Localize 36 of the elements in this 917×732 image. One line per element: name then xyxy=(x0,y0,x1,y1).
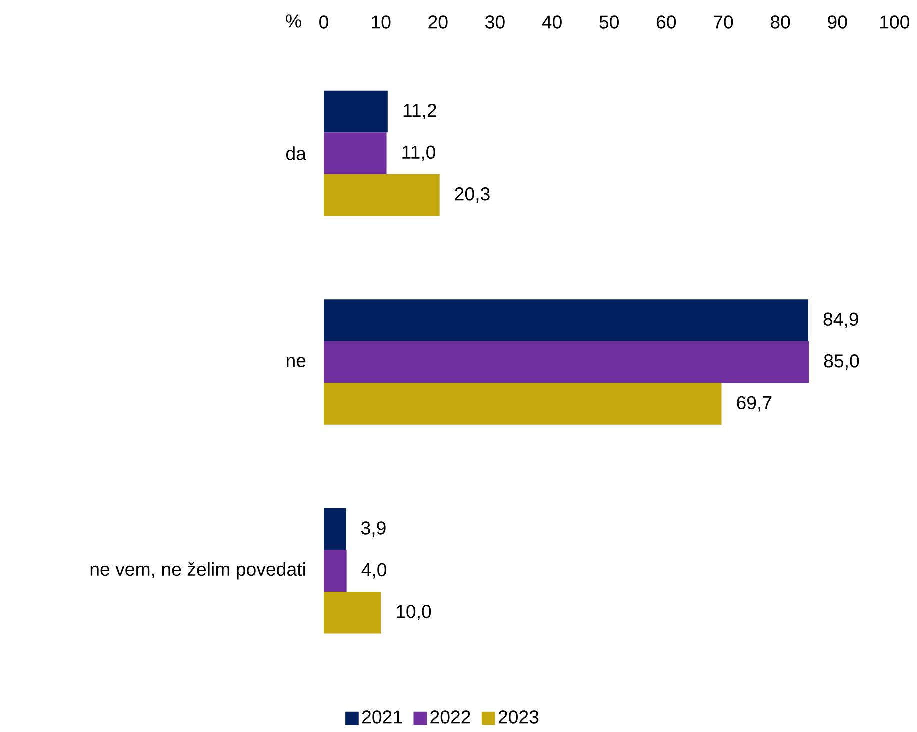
legend-label: 2021 xyxy=(362,710,402,724)
bar xyxy=(324,132,387,174)
x-tick-label: 90 xyxy=(828,16,848,29)
data-label: 4,0 xyxy=(362,563,387,579)
data-label: 10,0 xyxy=(396,605,432,621)
bar xyxy=(324,550,347,592)
data-label: 11,2 xyxy=(404,104,436,120)
x-tick-label: 60 xyxy=(656,16,676,29)
bar xyxy=(324,508,346,550)
x-tick-label: 40 xyxy=(542,16,562,29)
bar xyxy=(324,341,810,384)
x-tick-label: 70 xyxy=(714,16,734,29)
y-tick-label: ne xyxy=(286,357,306,368)
legend-label: 2022 xyxy=(430,710,470,724)
data-label: 69,7 xyxy=(737,396,772,412)
x-tick-label: 30 xyxy=(486,16,505,29)
x-tick-label: 80 xyxy=(770,16,790,29)
bar xyxy=(324,383,722,425)
data-label: 20,3 xyxy=(455,188,490,203)
data-label: 85,0 xyxy=(824,354,860,370)
data-label: 11,0 xyxy=(402,146,436,162)
bar xyxy=(324,300,808,342)
bar xyxy=(324,90,388,133)
x-tick-label: 100 xyxy=(880,16,910,29)
x-tick-label: 50 xyxy=(600,16,619,29)
x-tick-label: 0 xyxy=(320,16,328,29)
x-tick-label: 10 xyxy=(372,16,391,29)
x-axis-title: % xyxy=(286,14,302,28)
y-tick-label: ne vem, ne želim povedati xyxy=(90,562,306,580)
x-tick-label: 20 xyxy=(428,16,448,29)
y-tick-label: da xyxy=(286,146,306,160)
bar xyxy=(324,174,440,216)
data-label: 84,9 xyxy=(824,312,858,328)
legend-label: 2023 xyxy=(498,710,539,724)
data-label: 3,9 xyxy=(361,522,386,538)
bar xyxy=(324,592,382,634)
